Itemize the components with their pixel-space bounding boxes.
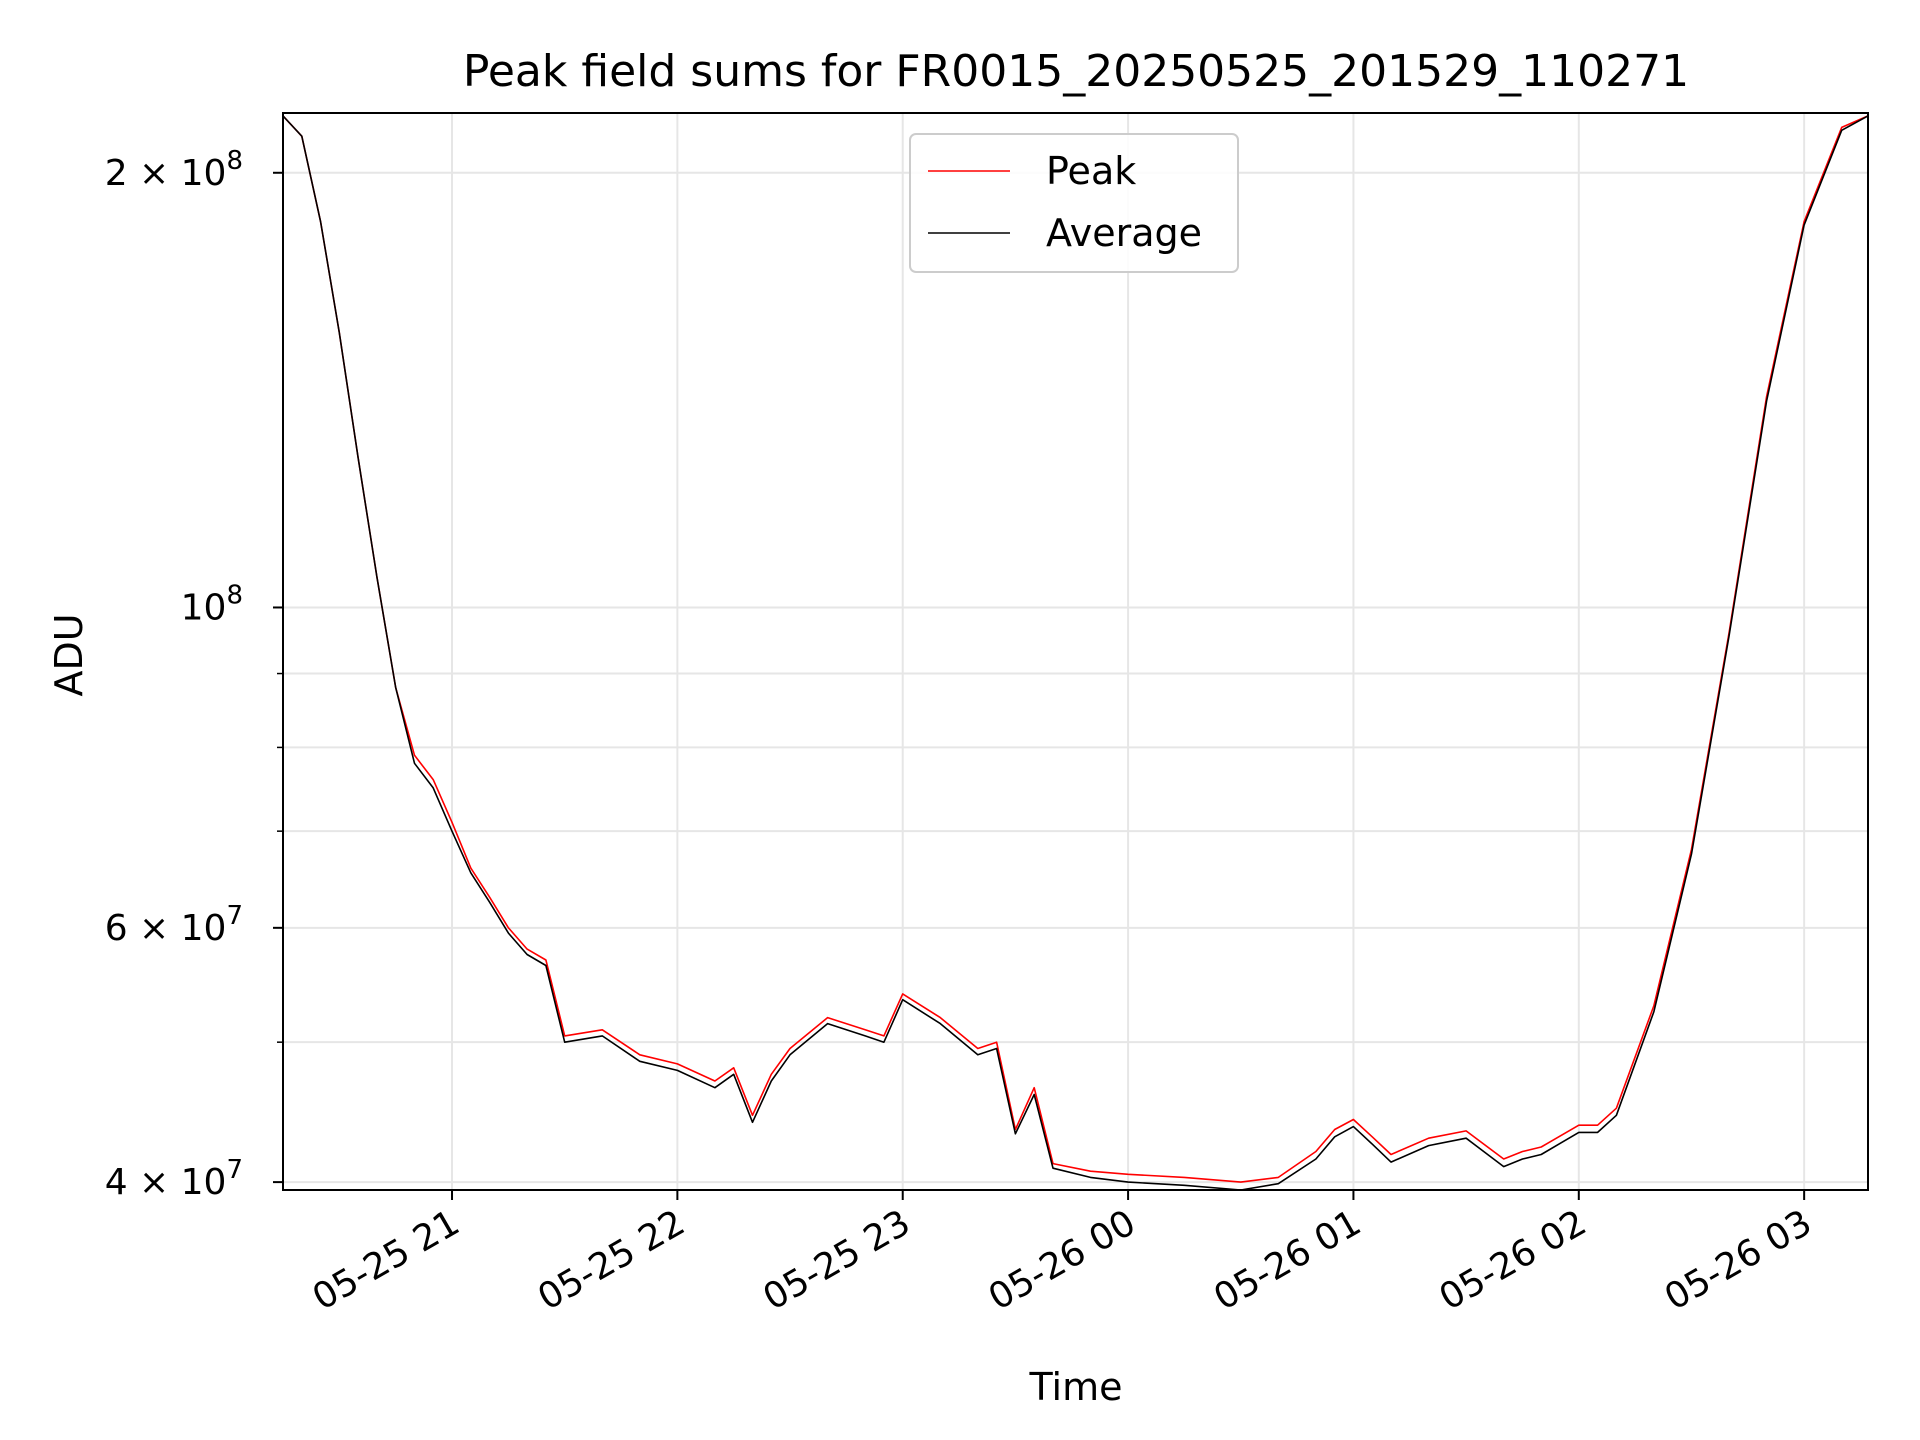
legend-label-average: Average (1046, 211, 1202, 255)
x-tick-label: 05-26 00 (982, 1202, 1143, 1318)
chart-title: Peak field sums for FR0015_20250525_2015… (463, 46, 1689, 97)
x-axis: 05-25 21 05-25 22 05-25 23 05-26 00 05-26 01… (306, 1190, 1819, 1319)
legend-box (909, 133, 1239, 273)
y-axis-label: ADU (47, 613, 91, 696)
y-axis: 4 × 107 6 × 107 108 2 × 108 (105, 146, 283, 1203)
x-tick-label: 05-25 23 (757, 1202, 918, 1318)
x-tick-label: 05-26 01 (1207, 1202, 1368, 1318)
series-line-peak (282, 115, 1869, 1183)
series-lines (282, 115, 1869, 1191)
y-tick-label: 6 × 107 (105, 901, 243, 949)
x-tick-label: 05-25 21 (306, 1202, 467, 1318)
series-line-average (282, 115, 1869, 1191)
grid (283, 113, 1868, 1190)
y-tick-label: 2 × 108 (105, 146, 243, 194)
x-tick-label: 05-26 03 (1658, 1202, 1819, 1318)
y-tick-label: 108 (181, 580, 243, 628)
plot-frame (282, 112, 1869, 1191)
x-tick-label: 05-25 22 (531, 1202, 692, 1318)
x-axis-label: Time (1029, 1365, 1123, 1409)
legend-label-peak: Peak (1046, 149, 1136, 193)
x-tick-label: 05-26 02 (1433, 1202, 1594, 1318)
y-tick-label: 4 × 107 (105, 1155, 243, 1203)
legend: Peak Average (909, 133, 1239, 273)
